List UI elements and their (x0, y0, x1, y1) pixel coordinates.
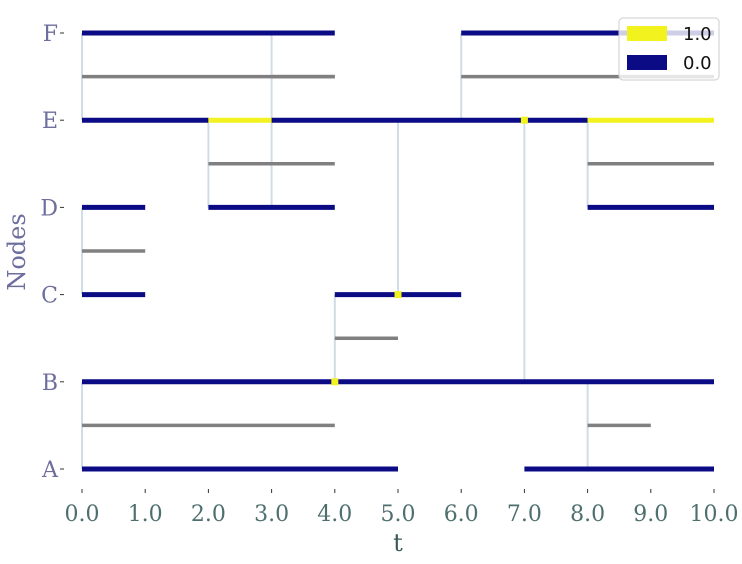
y-axis: A B C D E F (40, 22, 64, 483)
x-tick-label: 4.0 (317, 502, 352, 527)
x-tick-label: 8.0 (570, 502, 605, 527)
x-tick-label: 2.0 (191, 502, 226, 527)
legend-swatch (627, 55, 667, 70)
y-tick-label: A (41, 458, 59, 483)
node-intervals (82, 30, 714, 472)
y-tick-label: E (42, 109, 58, 134)
edge-intervals (82, 74, 714, 428)
y-tick-label: B (42, 371, 58, 396)
y-tick-label: C (41, 284, 58, 309)
x-tick-label: 1.0 (128, 502, 163, 527)
state-event-marker (394, 291, 402, 299)
y-tick-label: F (43, 22, 58, 47)
x-tick-label: 6.0 (444, 502, 479, 527)
legend-label: 0.0 (683, 53, 712, 74)
x-tick-label: 7.0 (507, 502, 542, 527)
state-event-marker (520, 116, 528, 124)
x-tick-label: 5.0 (381, 502, 416, 527)
x-tick-label: 3.0 (254, 502, 289, 527)
x-tick-label: 9.0 (633, 502, 668, 527)
interaction-lines (81, 33, 589, 469)
x-tick-label: 10.0 (690, 502, 739, 527)
legend-label: 1.0 (683, 24, 712, 45)
legend-swatch (627, 26, 667, 41)
y-axis-title: Nodes (3, 213, 31, 290)
legend: 1.00.0 (618, 17, 720, 81)
x-axis: 0.0 1.0 2.0 3.0 4.0 5.0 6.0 7.0 8.0 9.0 10.0 (65, 489, 739, 527)
y-tick-label: D (40, 196, 58, 221)
x-axis-title: t (393, 529, 403, 557)
x-tick-label: 0.0 (65, 502, 100, 527)
state-event-marker (331, 378, 339, 386)
state-events (331, 116, 528, 386)
